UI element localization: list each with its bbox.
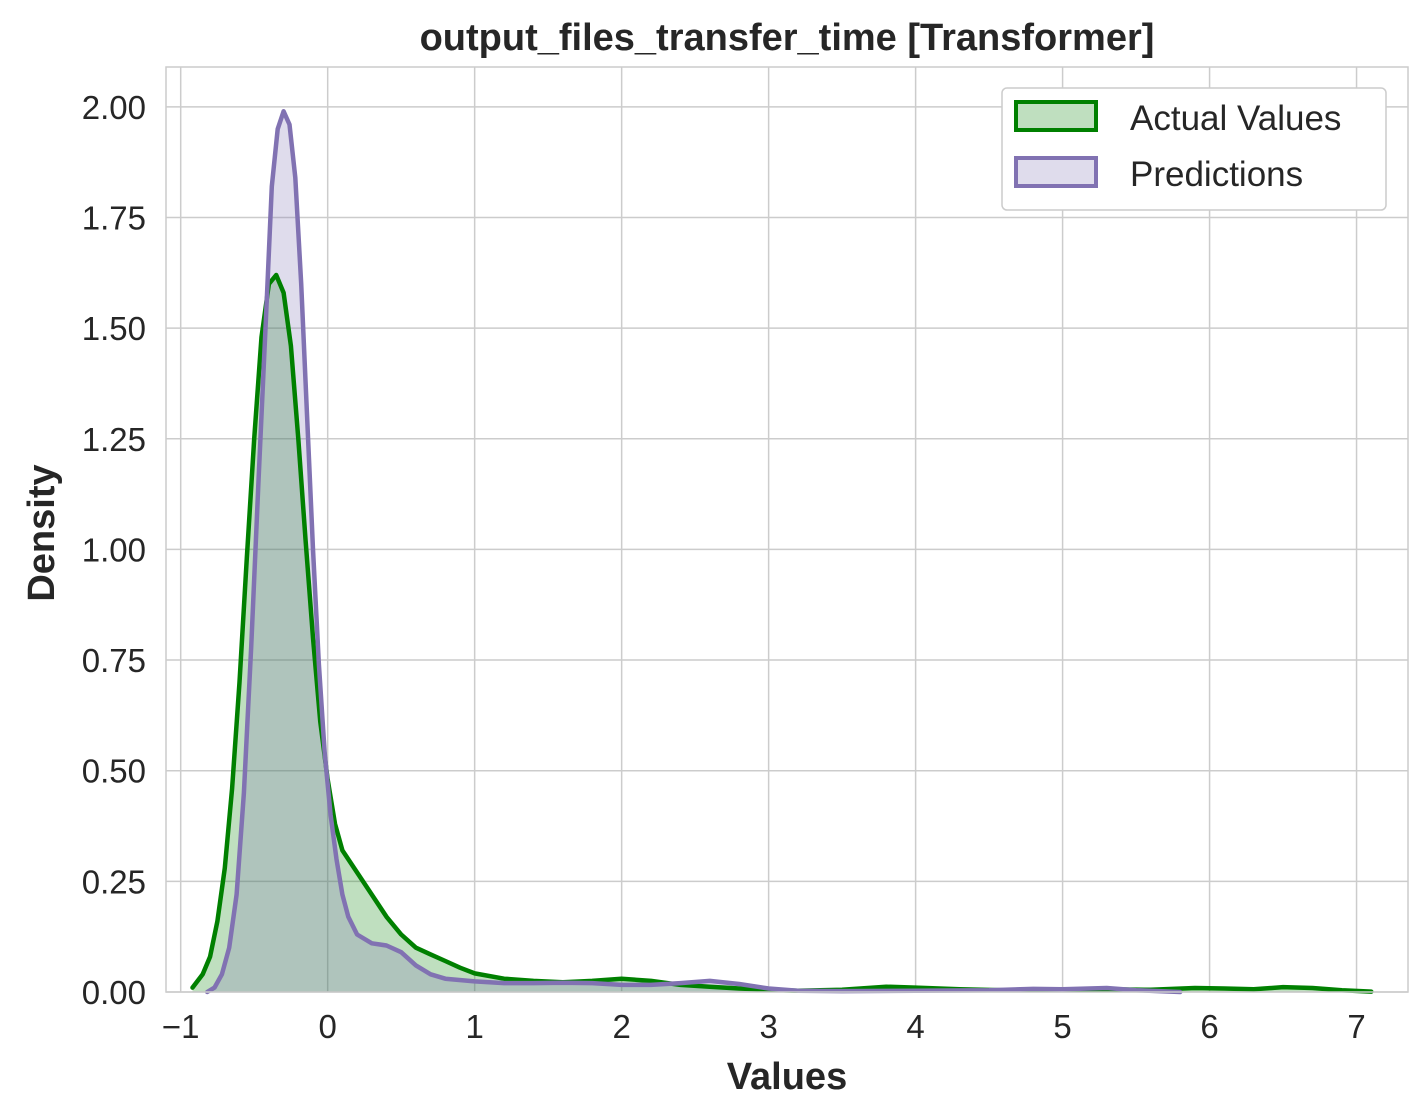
- y-tick-label: 1.50: [82, 310, 146, 347]
- series-line-0: [190, 272, 1374, 994]
- x-tick-label: 3: [759, 1008, 777, 1045]
- y-ticks: 0.00 0.25 0.50 0.75 1.00 1.25 1.50 1.75 2.00: [82, 89, 146, 1011]
- y-tick-label: 0.25: [82, 863, 146, 900]
- x-tick-label: 0: [319, 1008, 337, 1045]
- series-fills: [192, 111, 1372, 993]
- legend: Actual Values Predictions: [1001, 87, 1387, 211]
- series-line-1: [204, 109, 1183, 995]
- x-tick-label: 7: [1347, 1008, 1365, 1045]
- y-tick-label: 0.50: [82, 753, 146, 790]
- y-tick-label: 0.00: [82, 974, 146, 1011]
- y-tick-label: 1.00: [82, 531, 146, 568]
- x-tick-label: 4: [906, 1008, 924, 1045]
- x-tick-label: −1: [162, 1008, 200, 1045]
- series-lines: [190, 109, 1374, 995]
- x-tick-label: 5: [1053, 1008, 1071, 1045]
- y-axis-label: Density: [21, 464, 63, 601]
- legend-swatch-predictions: [1014, 156, 1098, 188]
- y-tick-label: 0.75: [82, 642, 146, 679]
- x-tick-label: 6: [1200, 1008, 1218, 1045]
- y-tick-label: 2.00: [82, 89, 146, 126]
- series-fill-0: [192, 275, 1372, 992]
- series-fill-1: [207, 111, 1181, 993]
- legend-label-predictions: Predictions: [1130, 155, 1303, 194]
- x-tick-label: 1: [465, 1008, 483, 1045]
- y-tick-label: 1.75: [82, 199, 146, 236]
- legend-label-actual: Actual Values: [1130, 99, 1341, 138]
- x-tick-label: 2: [612, 1008, 630, 1045]
- chart-title: output_files_transfer_time [Transformer]: [420, 17, 1155, 59]
- grid: [166, 67, 1408, 993]
- legend-swatch-actual: [1014, 100, 1098, 132]
- x-ticks: −1 0 1 2 3 4 5 6 7: [162, 1008, 1366, 1045]
- x-axis-label: Values: [727, 1056, 847, 1098]
- y-tick-label: 1.25: [82, 421, 146, 458]
- plot-frame: [165, 66, 1409, 993]
